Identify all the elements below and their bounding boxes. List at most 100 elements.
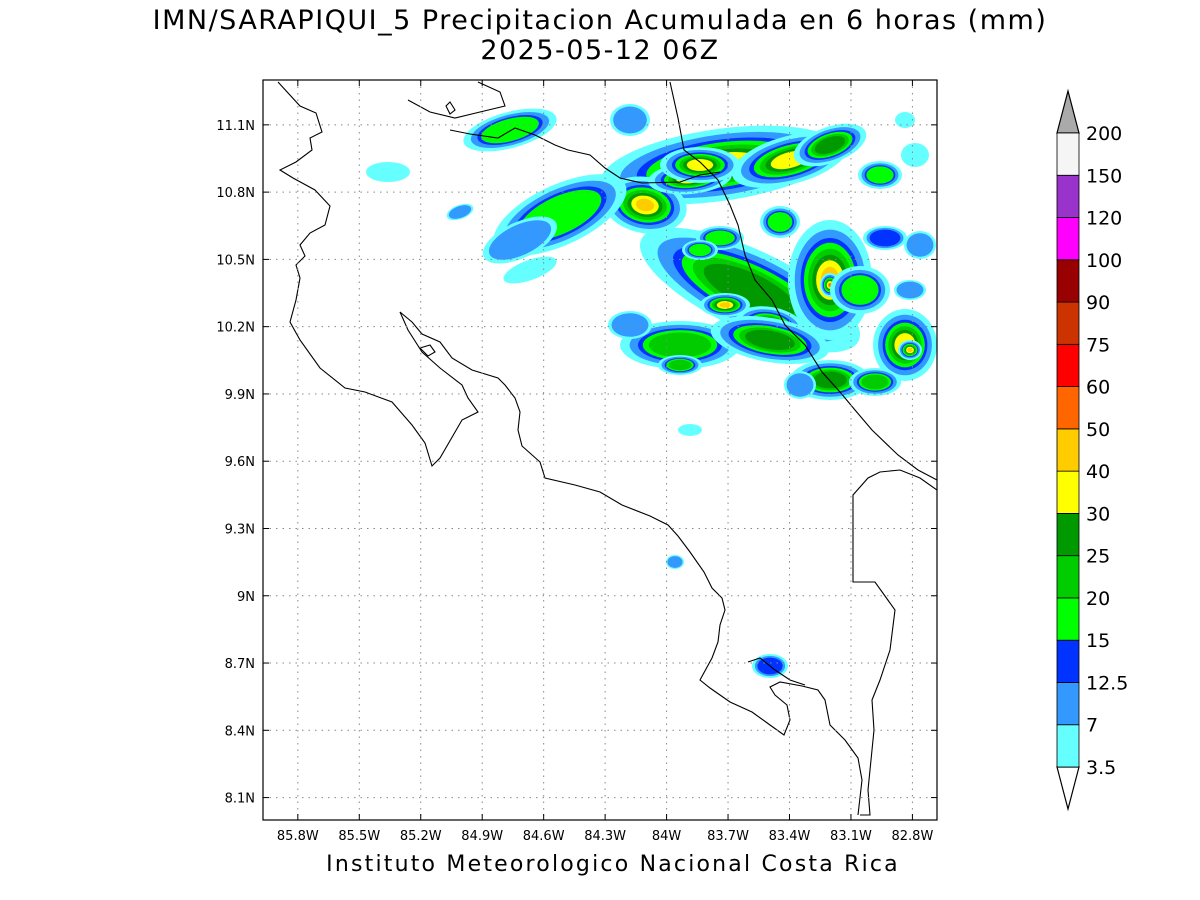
precip-contour-level-7 [907, 347, 913, 353]
colorbar-swatch [1056, 428, 1080, 472]
colorbar-label: 30 [1086, 503, 1110, 525]
lat-tick-label: 9.6N [225, 455, 255, 470]
precip-contour-level-4 [668, 359, 692, 371]
precip-contour-level-0 [895, 112, 915, 128]
colorbar-over-triangle [1056, 88, 1080, 134]
colorbar-swatch [1056, 470, 1080, 514]
lon-tick-label: 83.4W [769, 829, 811, 844]
colorbar-label: 15 [1086, 630, 1110, 652]
colorbar-label: 50 [1086, 419, 1110, 441]
border-north [449, 127, 721, 184]
northern-coast-segment [407, 81, 506, 119]
precip-contour-level-1 [611, 313, 649, 337]
colorbar: 3.5 7 12.5 15 20 25 30 40 50 60 75 90 100 120 150 200 [1056, 88, 1128, 812]
colorbar-label: 150 [1086, 165, 1122, 187]
precip-contour-level-4 [648, 332, 712, 358]
precip-contour-level-6 [686, 159, 714, 171]
precip-contour-level-3 [688, 243, 712, 257]
colorbar-label: 75 [1086, 334, 1110, 356]
lat-tick-label: 10.5N [216, 253, 255, 268]
colorbar-swatch [1056, 217, 1080, 261]
precip-contour-level-1 [448, 205, 472, 219]
map-title: IMN/SARAPIQUI_5 Precipitacion Acumulada … [152, 5, 1048, 36]
graticule [263, 80, 937, 820]
coastline-layer [277, 81, 937, 816]
precip-contour-level-3 [866, 166, 894, 184]
lat-tick-label: 11.1N [216, 119, 255, 134]
precip-contour-level-5 [745, 329, 795, 351]
credit-footer: Instituto Meteorologico Nacional Costa R… [326, 852, 900, 877]
colorbar-swatch [1056, 724, 1080, 768]
lon-tick-label: 84.6W [523, 829, 565, 844]
lon-tick-label: 84.3W [584, 829, 626, 844]
precipitation-field [366, 104, 937, 678]
precip-contour-level-0 [901, 143, 929, 167]
colorbar-swatch [1056, 555, 1080, 599]
lat-tick-label: 10.2N [216, 321, 255, 336]
precip-contour-level-3 [481, 116, 539, 144]
colorbar-label: 200 [1086, 123, 1122, 145]
precip-contour-level-7 [635, 198, 655, 212]
lon-tick-label: 85.8W [277, 829, 319, 844]
colorbar-swatch [1056, 343, 1080, 388]
lon-tick-label: 83.1W [830, 829, 872, 844]
colorbar-swatch [1056, 682, 1080, 726]
precip-contour-level-3 [767, 212, 793, 232]
small-island [445, 101, 456, 115]
lat-tick-label: 8.4N [225, 724, 255, 739]
osa-inner-coast [747, 657, 806, 686]
colorbar-label: 25 [1086, 546, 1110, 568]
colorbar-label: 60 [1086, 377, 1110, 399]
precip-contour-level-1 [786, 373, 814, 397]
nicaragua-pacific-coast [277, 81, 479, 468]
precip-contour-level-4 [861, 374, 889, 390]
precip-contour-level-1 [896, 281, 924, 299]
caribbean-coast [669, 81, 937, 481]
precip-contour-level-5 [814, 136, 846, 154]
colorbar-label: 3.5 [1086, 757, 1116, 779]
panama-border [852, 469, 937, 816]
nicoya-gulf-coast [399, 311, 863, 816]
colorbar-label: 12.5 [1086, 672, 1128, 694]
colorbar-label: 40 [1086, 461, 1110, 483]
colorbar-swatch [1056, 301, 1080, 345]
precip-contour-level-0 [678, 424, 702, 436]
precip-contour-level-0 [366, 162, 410, 182]
lat-tick-label: 10.8N [216, 186, 255, 201]
colorbar-swatch [1056, 132, 1080, 176]
colorbar-under-triangle [1056, 766, 1080, 812]
lon-tick-label: 83.7W [707, 829, 749, 844]
precip-contour-level-2 [869, 229, 901, 247]
colorbar-label: 100 [1086, 250, 1122, 272]
colorbar-label: 7 [1086, 715, 1098, 737]
colorbar-swatch [1056, 639, 1080, 683]
map-frame [262, 79, 938, 821]
precip-contour-level-3 [705, 230, 735, 246]
colorbar-label: 90 [1086, 292, 1110, 314]
colorbar-label: 120 [1086, 208, 1122, 230]
precip-contour-level-5 [813, 371, 847, 389]
lat-tick-label: 9N [237, 590, 255, 605]
precip-contour-level-3 [841, 275, 879, 305]
colorbar-label: 20 [1086, 588, 1110, 610]
lon-tick-label: 82.8W [892, 829, 934, 844]
precip-contour-level-1 [613, 106, 647, 134]
lat-tick-label: 9.9N [225, 388, 255, 403]
lon-tick-label: 84W [652, 829, 682, 844]
colorbar-swatch [1056, 597, 1080, 641]
precip-contour-level-1 [906, 233, 934, 257]
latitude-axis: 11.1N 10.8N 10.5N 10.2N 9.9N 9.6N 9.3N 9N 8.7N 8.… [216, 119, 255, 807]
chira-island [418, 344, 436, 357]
lon-tick-label: 84.9W [461, 829, 503, 844]
precip-contour-level-1 [488, 220, 552, 260]
lon-tick-label: 85.2W [400, 829, 442, 844]
longitude-axis: 85.8W 85.5W 85.2W 84.9W 84.6W 84.3W 84W 83.7W 83… [277, 829, 934, 844]
lon-tick-label: 85.5W [338, 829, 380, 844]
colorbar-swatch [1056, 174, 1080, 218]
lat-tick-label: 8.1N [225, 792, 255, 807]
colorbar-swatch [1056, 259, 1080, 303]
colorbar-swatch [1056, 513, 1080, 557]
precip-contour-level-7 [719, 302, 731, 308]
map-subtitle-datetime: 2025-05-12 06Z [480, 35, 720, 66]
